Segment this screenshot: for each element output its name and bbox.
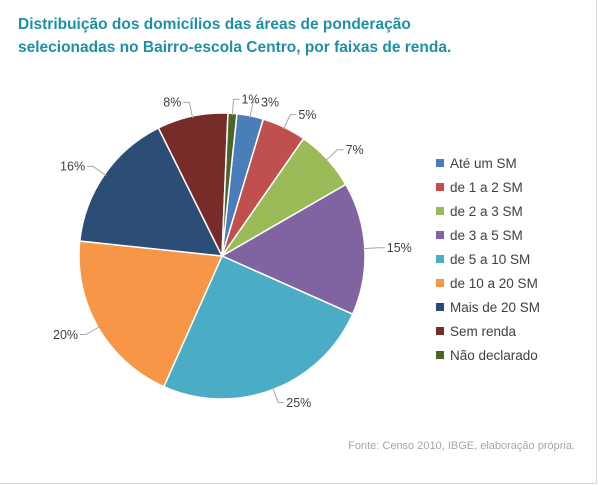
data-label-ate-um-sm: 3% <box>261 95 279 109</box>
leader-line-de-1-a-2-sm <box>282 114 297 130</box>
chart-title: Distribuição dos domicílios das áreas de… <box>18 16 452 56</box>
legend-item-ate-um-sm: Até um SM <box>436 151 540 175</box>
legend-label: de 5 a 10 SM <box>450 251 531 267</box>
legend-label: de 10 a 20 SM <box>450 275 538 291</box>
legend-item-sem-renda: Sem renda <box>436 319 540 343</box>
source-note: Fonte: Censo 2010, IBGE, elaboração próp… <box>348 440 575 452</box>
leader-line-de-5-a-10-sm <box>272 387 285 404</box>
leader-line-ate-um-sm <box>249 101 260 118</box>
leader-line-nao-declarado <box>231 98 240 116</box>
leader-line-de-10-a-20-sm <box>80 326 101 335</box>
legend-swatch <box>436 279 444 287</box>
legend-label: de 1 a 2 SM <box>450 179 523 195</box>
legend-swatch <box>436 183 444 191</box>
legend-item-de-1-a-2-sm: de 1 a 2 SM <box>436 175 540 199</box>
legend-swatch <box>436 159 444 167</box>
legend-label: Sem renda <box>450 323 517 339</box>
leader-line-de-3-a-5-sm <box>362 247 385 250</box>
legend-item-de-2-a-3-sm: de 2 a 3 SM <box>436 199 540 223</box>
data-label-de-10-a-20-sm: 20% <box>53 328 78 342</box>
legend-item-de-10-a-20-sm: de 10 a 20 SM <box>436 271 540 295</box>
legend-label: de 2 a 3 SM <box>450 203 523 219</box>
legend-swatch <box>436 327 444 335</box>
data-label-nao-declarado: 1% <box>241 93 259 107</box>
legend-swatch <box>436 255 444 263</box>
legend-swatch <box>436 231 444 239</box>
data-label-mais-de-20-sm: 16% <box>60 160 85 174</box>
legend-label: Até um SM <box>450 155 517 171</box>
legend-swatch <box>436 207 444 215</box>
leader-line-de-2-a-3-sm <box>325 149 344 161</box>
data-label-de-5-a-10-sm: 25% <box>286 396 311 410</box>
legend-item-de-5-a-10-sm: de 5 a 10 SM <box>436 247 540 271</box>
leader-line-mais-de-20-sm <box>87 165 107 176</box>
data-label-de-1-a-2-sm: 5% <box>298 108 316 122</box>
legend-label: Não declarado <box>450 347 538 363</box>
legend-swatch <box>436 303 444 311</box>
data-label-de-2-a-3-sm: 7% <box>346 143 364 157</box>
legend-label: Mais de 20 SM <box>450 299 541 315</box>
data-label-sem-renda: 8% <box>163 96 181 110</box>
legend-item-mais-de-20-sm: Mais de 20 SM <box>436 295 540 319</box>
legend-swatch <box>436 351 444 359</box>
chart-legend: Até um SM de 1 a 2 SM de 2 a 3 SM de 3 a 5 … <box>436 151 540 367</box>
legend-label: de 3 a 5 SM <box>450 227 523 243</box>
legend-item-de-3-a-5-sm: de 3 a 5 SM <box>436 223 540 247</box>
legend-item-nao-declarado: Não declarado <box>436 343 540 367</box>
data-label-de-3-a-5-sm: 15% <box>387 241 412 255</box>
leader-line-sem-renda <box>183 101 194 119</box>
